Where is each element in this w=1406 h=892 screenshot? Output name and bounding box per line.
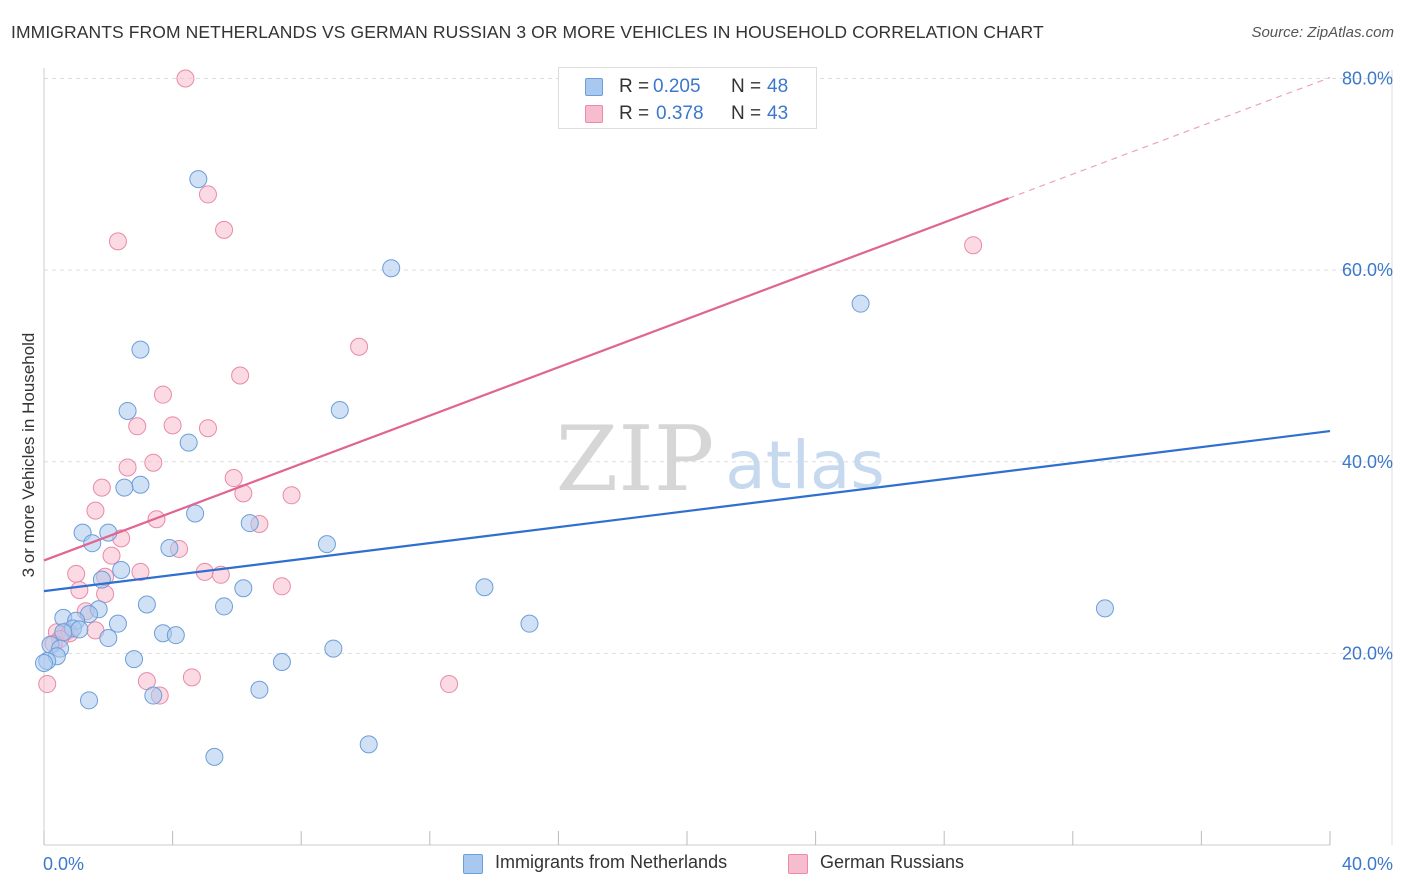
data-point-netherlands (112, 561, 131, 580)
trend-line-german-russians-extension (1008, 76, 1331, 199)
data-point-netherlands (240, 514, 259, 533)
data-point-netherlands (186, 504, 205, 523)
data-point-netherlands (54, 623, 73, 642)
chart-title: IMMIGRANTS FROM NETHERLANDS VS GERMAN RU… (11, 22, 1044, 42)
series-german-russians (38, 69, 983, 705)
watermark: ZIP atlas (556, 407, 885, 512)
r-value: 0.205 (653, 76, 701, 97)
data-point-netherlands (70, 620, 89, 639)
data-point-german-russians (282, 486, 301, 505)
stats-legend: R = 0.205 N = 48 R = 0.378 N = 43 (558, 67, 817, 129)
data-point-netherlands (215, 597, 234, 616)
data-point-netherlands (115, 478, 134, 497)
r-label: R = (619, 76, 650, 97)
n-value: 48 (767, 76, 789, 97)
axes (43, 68, 1331, 846)
n-label: N = (731, 103, 762, 124)
data-point-netherlands (317, 535, 336, 554)
data-point-netherlands (520, 614, 539, 633)
data-point-german-russians (198, 419, 217, 438)
y-tick-label: 40.0% (1342, 452, 1393, 472)
data-point-german-russians (272, 577, 291, 596)
data-point-netherlands (166, 626, 185, 645)
data-point-german-russians (102, 546, 121, 565)
data-point-netherlands (35, 653, 53, 672)
watermark-zip: ZIP (556, 407, 715, 512)
data-point-german-russians (128, 417, 147, 436)
data-point-netherlands (330, 401, 349, 420)
data-point-german-russians (350, 337, 369, 356)
data-point-netherlands (125, 650, 144, 669)
swatch-pink (585, 105, 603, 123)
data-point-german-russians (131, 562, 150, 581)
legend-label: Immigrants from Netherlands (495, 852, 728, 872)
data-point-german-russians (92, 478, 111, 497)
data-point-netherlands (359, 735, 378, 754)
data-point-german-russians (144, 453, 163, 472)
data-point-netherlands (118, 401, 137, 420)
data-point-german-russians (224, 469, 243, 488)
legend-label: German Russians (820, 852, 965, 872)
grid-lines (44, 70, 1393, 845)
source-label: Source: ZipAtlas.com (1251, 24, 1394, 41)
data-point-netherlands (179, 433, 198, 452)
x-tick-label: 40.0% (1342, 854, 1393, 874)
data-point-netherlands (80, 691, 99, 710)
data-point-netherlands (189, 170, 208, 189)
data-point-netherlands (137, 595, 156, 614)
data-point-netherlands (250, 680, 269, 699)
data-point-netherlands (475, 578, 494, 597)
data-point-netherlands (1095, 599, 1114, 618)
data-point-netherlands (851, 294, 870, 313)
tick-labels: 20.0% 40.0% 60.0% 80.0% 0.0% 40.0% (43, 69, 1393, 875)
data-point-german-russians (182, 668, 201, 687)
series-immigrants-from-netherlands (35, 170, 1114, 766)
y-axis-label: 3 or more Vehicles in Household (19, 332, 38, 578)
data-point-netherlands (108, 614, 127, 633)
n-label: N = (731, 76, 762, 97)
data-point-german-russians (153, 385, 172, 404)
data-point-german-russians (198, 185, 217, 204)
data-point-german-russians (440, 675, 459, 694)
data-point-german-russians (118, 458, 137, 477)
data-point-netherlands (205, 747, 224, 766)
data-point-german-russians (215, 220, 234, 239)
data-point-netherlands (131, 340, 150, 359)
r-label: R = (619, 103, 650, 124)
n-value: 43 (767, 103, 789, 124)
y-tick-label: 80.0% (1342, 69, 1393, 89)
data-point-german-russians (108, 232, 127, 251)
data-point-german-russians (86, 501, 105, 520)
swatch-blue (585, 78, 603, 96)
watermark-atlas: atlas (725, 427, 885, 504)
data-point-german-russians (67, 564, 86, 583)
trend-line-german-russians (43, 197, 1009, 562)
trend-line-netherlands (43, 429, 1331, 593)
data-point-netherlands (272, 652, 291, 671)
legend-swatch-blue (463, 854, 483, 874)
data-point-netherlands (160, 538, 179, 557)
data-point-german-russians (231, 366, 250, 385)
r-value: 0.378 (656, 103, 704, 124)
data-point-netherlands (131, 475, 150, 494)
data-point-netherlands (144, 686, 163, 705)
data-point-german-russians (176, 69, 195, 88)
legend-swatch-pink (788, 854, 808, 874)
data-point-netherlands (234, 579, 253, 598)
data-point-german-russians (70, 581, 89, 600)
data-point-german-russians (163, 416, 182, 435)
data-point-german-russians (964, 236, 983, 255)
x-tick-label: 0.0% (43, 854, 84, 874)
y-tick-label: 20.0% (1342, 643, 1393, 663)
data-point-german-russians (38, 675, 57, 694)
data-point-netherlands (99, 629, 118, 648)
y-tick-label: 60.0% (1342, 260, 1393, 280)
trend-lines (43, 76, 1331, 593)
data-point-netherlands (382, 259, 401, 278)
data-point-netherlands (324, 639, 343, 658)
